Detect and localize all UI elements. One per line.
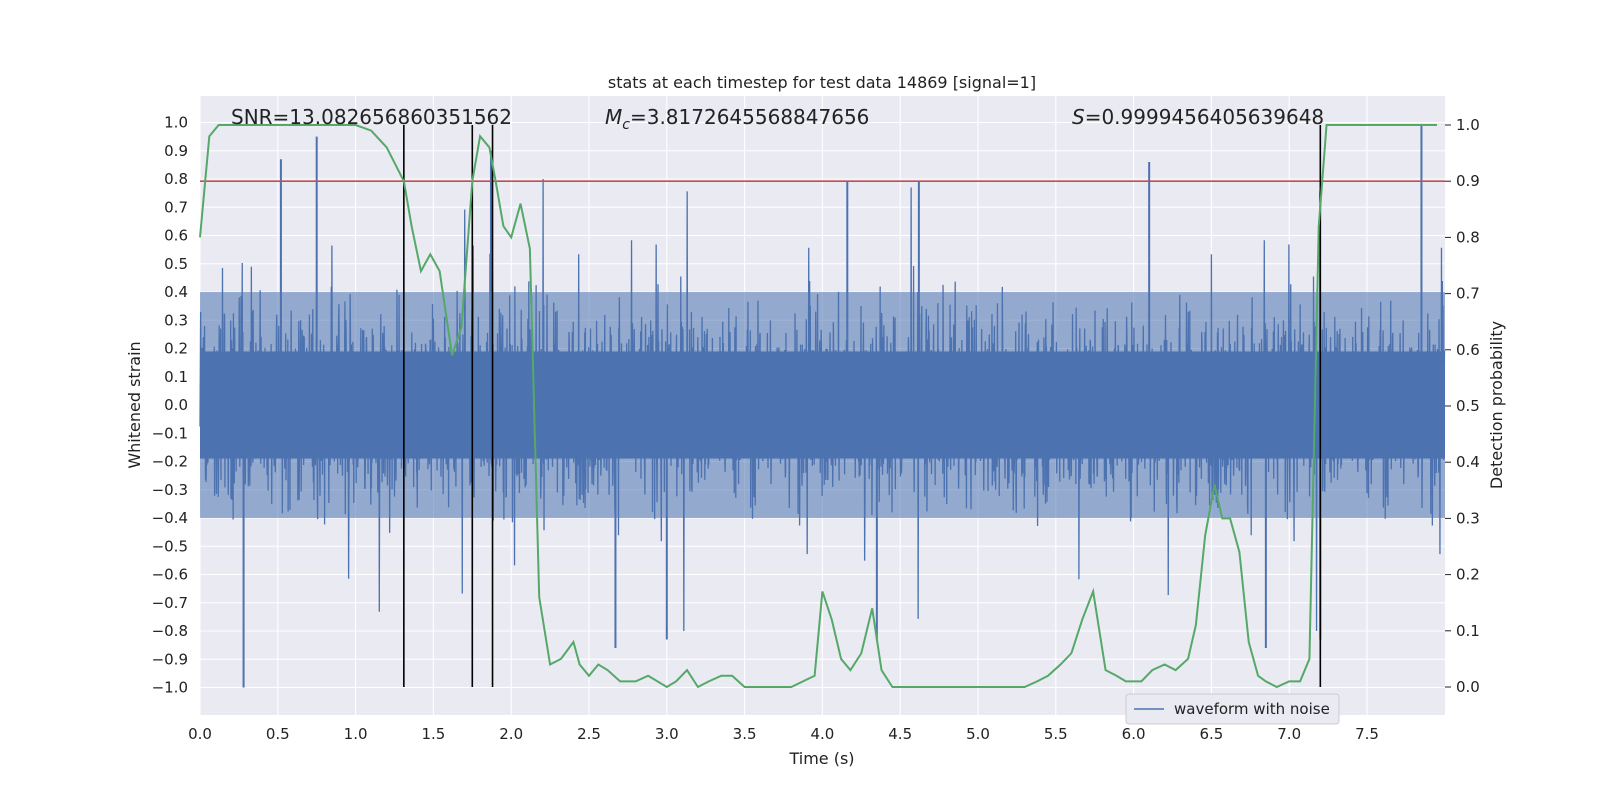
chirp-mass-subscript: c: [622, 117, 630, 133]
y-tick-label: 1.0: [164, 114, 188, 132]
y-tick-label: −0.3: [152, 481, 188, 499]
x-tick-label: 6.0: [1122, 725, 1146, 743]
chirp-mass-annotation: Mc=3.8172645568847656: [605, 105, 869, 133]
y-tick-label: −1.0: [152, 679, 188, 697]
legend-box: [1125, 693, 1340, 725]
y2-tick-label: 0.1: [1456, 622, 1480, 640]
legend-label: waveform with noise: [1174, 700, 1330, 718]
waveform-core-band: [200, 351, 1445, 459]
y-tick-label: −0.4: [152, 509, 188, 527]
y2-tick-label: 0.0: [1456, 678, 1480, 696]
y-tick-label: 0.0: [164, 396, 188, 414]
y-tick-label: 0.9: [164, 142, 188, 160]
y2-tick-label: 0.6: [1456, 341, 1480, 359]
x-tick-label: 0.5: [266, 725, 290, 743]
legend: waveform with noise: [1125, 693, 1340, 725]
snr-annotation: SNR=13.082656860351562: [231, 105, 512, 129]
s-annotation: S=0.9999456405639648: [1072, 105, 1324, 129]
y2-tick-label: 0.3: [1456, 509, 1480, 527]
y-tick-label: −0.6: [152, 566, 188, 584]
x-tick-label: 7.0: [1277, 725, 1301, 743]
waveform-upper-envelope: [200, 292, 1445, 352]
y-tick-label: 0.3: [164, 311, 188, 329]
s-value: =0.9999456405639648: [1085, 105, 1324, 129]
x-tick-label: 5.5: [1044, 725, 1068, 743]
chirp-mass-value: =3.8172645568847656: [630, 105, 869, 129]
y-tick-label: 0.6: [164, 227, 188, 245]
probability-series: [199, 124, 1438, 689]
x-tick-label: 2.0: [499, 725, 523, 743]
y-tick-label: −0.5: [152, 537, 188, 555]
x-tick-label: 4.0: [810, 725, 834, 743]
axis-ticks: 0.0 0.5 1.0 1.5 2.0 2.5 3.0 3.5 4.0 4.5 5.0 5.5 6.0 6…: [152, 114, 1480, 744]
y2-tick-label: 0.9: [1456, 172, 1480, 190]
y-axis-label: Whitened strain: [125, 341, 144, 468]
x-tick-label: 1.5: [421, 725, 445, 743]
y-tick-label: 0.2: [164, 340, 188, 358]
y-tick-label: 0.4: [164, 283, 188, 301]
x-axis-label: Time (s): [788, 749, 854, 768]
y-tick-label: −0.8: [152, 622, 188, 640]
x-tick-label: 0.0: [188, 725, 212, 743]
y2-tick-label: 0.8: [1456, 228, 1480, 246]
y-tick-label: −0.7: [152, 594, 188, 612]
y2-tick-label: 1.0: [1456, 116, 1480, 134]
y-tick-label: 0.8: [164, 170, 188, 188]
y-tick-label: 0.1: [164, 368, 188, 386]
x-tick-label: 3.0: [655, 725, 679, 743]
plot-content: [199, 124, 1446, 689]
y-tick-label: 0.7: [164, 198, 188, 216]
y-tick-label: 0.5: [164, 255, 188, 273]
y2-axis-label: Detection probability: [1487, 321, 1506, 489]
y2-tick-label: 0.2: [1456, 566, 1480, 584]
x-tick-label: 4.5: [888, 725, 912, 743]
s-symbol: S: [1072, 105, 1085, 129]
x-tick-label: 5.0: [966, 725, 990, 743]
y2-tick-label: 0.4: [1456, 453, 1480, 471]
chart-title: stats at each timestep for test data 148…: [608, 73, 1036, 92]
x-tick-label: 3.5: [733, 725, 757, 743]
x-tick-label: 1.0: [344, 725, 368, 743]
x-tick-label: 2.5: [577, 725, 601, 743]
y2-tick-label: 0.7: [1456, 285, 1480, 303]
chirp-mass-symbol: M: [605, 105, 622, 129]
y-tick-label: −0.2: [152, 453, 188, 471]
waveform-lower-envelope: [200, 458, 1445, 518]
x-tick-label: 7.5: [1355, 725, 1379, 743]
y-tick-label: −0.9: [152, 650, 188, 668]
x-tick-label: 6.5: [1199, 725, 1223, 743]
y-tick-label: −0.1: [152, 424, 188, 442]
y2-tick-label: 0.5: [1456, 397, 1480, 415]
